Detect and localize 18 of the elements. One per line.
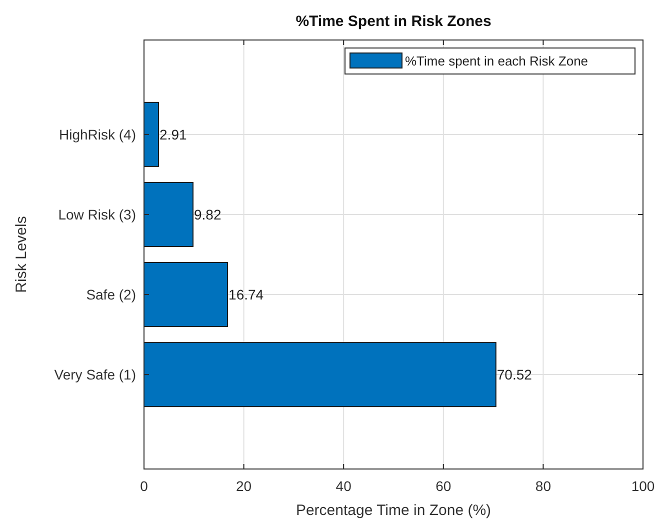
y-tick-label: Low Risk (3): [58, 206, 136, 222]
x-tick-label: 0: [140, 478, 148, 494]
x-axis-title: Percentage Time in Zone (%): [296, 502, 492, 519]
y-tick-label: HighRisk (4): [58, 126, 136, 142]
data-label: 2.91: [160, 126, 187, 142]
data-label: 16.74: [228, 286, 264, 302]
data-label: 70.52: [496, 366, 532, 382]
y-tick-label: Very Safe (1): [54, 366, 136, 382]
y-tick-label: Safe (2): [86, 286, 136, 302]
chart-title: %Time Spent in Risk Zones: [296, 13, 492, 30]
x-tick-label: 60: [436, 478, 452, 494]
x-tick-label: 40: [336, 478, 352, 494]
x-tick-label: 100: [631, 478, 655, 494]
legend-label: %Time spent in each Risk Zone: [405, 54, 588, 69]
x-tick-label: 80: [535, 478, 552, 494]
data-label: 9.82: [194, 206, 222, 222]
x-tick-label: 20: [236, 478, 252, 494]
y-axis-title: Risk Levels: [13, 216, 30, 293]
